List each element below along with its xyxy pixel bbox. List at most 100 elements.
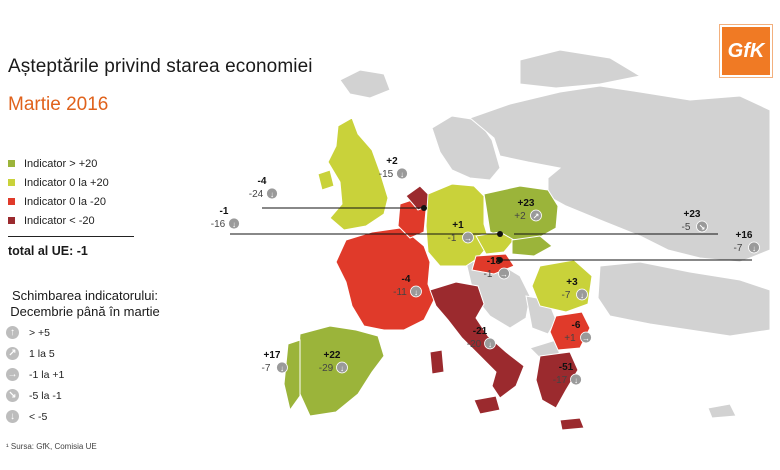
- legend-label: Indicator 0 la +20: [24, 176, 109, 189]
- indicator-value: -1: [220, 206, 229, 217]
- indicator-value: -6: [572, 320, 581, 331]
- trend-icon: [696, 220, 708, 233]
- legend-divider: [8, 236, 134, 237]
- change-value: -1: [484, 269, 493, 280]
- gfk-logo: GfK: [720, 25, 772, 77]
- country-annotation: +16 -7 ↓: [734, 230, 760, 254]
- legend-label: Indicator 0 la -20: [24, 195, 106, 208]
- indicator-value: +16: [736, 230, 753, 241]
- indicator-value: +23: [518, 198, 535, 209]
- country-annotation: -6 +1 →: [564, 320, 592, 344]
- trend-icon: [266, 187, 278, 200]
- source-note: ¹ Sursa: GfK, Comisia UE: [6, 442, 97, 451]
- change-value: -1: [448, 233, 457, 244]
- legend-swatch-light-green: [8, 179, 15, 186]
- arrow-right-icon: →: [6, 368, 19, 381]
- country-annotation: -51 -17 ↓: [553, 362, 582, 386]
- country-annotation: +2 -15 ↓: [379, 156, 408, 180]
- map-region-bulgaria: [549, 311, 591, 351]
- trend-icon: [484, 337, 496, 350]
- country-annotation: -21 -20 ↓: [467, 326, 496, 350]
- change-legend-title: Schimbarea indicatorului: Decembrie până…: [0, 288, 170, 320]
- country-annotation: +23 +2 ↗: [514, 198, 542, 222]
- change-legend-label: > +5: [29, 326, 51, 339]
- trend-arrow-glyph: ↓: [574, 376, 578, 385]
- change-value: -16: [211, 219, 226, 230]
- indicator-value: -4: [258, 176, 267, 187]
- trend-arrow-glyph: →: [582, 334, 590, 343]
- change-value: -7: [734, 243, 743, 254]
- arrow-up-right-icon: ↗: [6, 347, 19, 360]
- country-annotations: +2-15 ↓-4-24 ↓-1-16 ↓ +1-1 →+23+2 ↗ +23-5 ↘+16-7…: [211, 156, 760, 386]
- change-value: -15: [379, 169, 394, 180]
- map-region-italy: [429, 281, 525, 415]
- trend-icon: [336, 361, 348, 374]
- change-value: +2: [514, 211, 526, 222]
- legend-label: Indicator < -20: [24, 214, 95, 227]
- trend-arrow-glyph: ↓: [752, 244, 756, 253]
- country-annotation: +17 -7 ↓: [262, 350, 288, 374]
- trend-arrow-glyph: ↓: [280, 364, 284, 373]
- indicator-value: +17: [264, 350, 281, 361]
- indicator-value: -18: [487, 256, 502, 267]
- country-annotation: -4 -24 ↓: [249, 176, 278, 200]
- trend-icon: [530, 209, 542, 222]
- trend-icon: [276, 361, 288, 374]
- legend-swatch-dark-red: [8, 217, 15, 224]
- legend-swatch-dark-green: [8, 160, 15, 167]
- indicator-value: +1: [452, 220, 464, 231]
- arrow-down-icon: ↓: [6, 410, 19, 423]
- change-legend-label: 1 la 5: [29, 347, 55, 360]
- change-legend-label: -5 la -1: [29, 389, 62, 402]
- trend-arrow-glyph: ↓: [580, 291, 584, 300]
- trend-icon: [748, 241, 760, 254]
- country-annotation: +1 -1 →: [448, 220, 474, 244]
- legend-item: Indicator 0 la -20: [8, 192, 138, 211]
- change-legend-title-line2: Decembrie până în martie: [10, 304, 160, 319]
- change-legend: ↑ > +5 ↗ 1 la 5 → -1 la +1 ↘ -5 la -1 ↓ …: [6, 322, 64, 427]
- trend-icon: [462, 231, 474, 244]
- legend-item: Indicator 0 la +20: [8, 173, 138, 192]
- map-region-romania: [531, 259, 593, 313]
- indicator-value: -4: [402, 274, 411, 285]
- trend-arrow-glyph: ↓: [414, 288, 418, 297]
- change-value: -5: [682, 222, 691, 233]
- trend-icon: [570, 373, 582, 386]
- legend-swatch-red: [8, 198, 15, 205]
- change-legend-item: ↘ -5 la -1: [6, 385, 64, 406]
- country-annotation: -18 -1 →: [484, 256, 510, 280]
- indicator-value: +22: [324, 350, 341, 361]
- change-value: -29: [319, 363, 334, 374]
- page-title: Așteptările privind starea economiei: [8, 56, 313, 77]
- indicator-value: +3: [566, 277, 578, 288]
- change-value: -17: [553, 375, 568, 386]
- trend-icon: [410, 285, 422, 298]
- change-legend-item: ↓ < -5: [6, 406, 64, 427]
- indicator-value: +23: [684, 209, 701, 220]
- map-region-uk: [317, 117, 389, 231]
- change-legend-title-line1: Schimbarea indicatorului:: [12, 288, 158, 303]
- map-region-greece: [535, 351, 585, 431]
- change-value: -7: [562, 290, 571, 301]
- trend-arrow-glyph: ↓: [232, 220, 236, 229]
- trend-icon: [580, 331, 592, 344]
- trend-arrow-glyph: →: [464, 234, 472, 243]
- trend-icon: [498, 267, 510, 280]
- country-annotation: +3 -7 ↓: [562, 277, 588, 301]
- trend-icon: [576, 288, 588, 301]
- change-legend-label: < -5: [29, 410, 48, 423]
- change-legend-item: ↗ 1 la 5: [6, 343, 64, 364]
- page-subtitle: Martie 2016: [8, 94, 109, 115]
- change-value: -11: [393, 287, 407, 298]
- arrow-up-icon: ↑: [6, 326, 19, 339]
- map-region-czech: [475, 231, 515, 255]
- map-region-france: [335, 227, 435, 331]
- trend-arrow-glyph: ↓: [400, 170, 404, 179]
- trend-arrow-glyph: ↓: [340, 364, 344, 373]
- legend-label: Indicator > +20: [24, 157, 98, 170]
- indicator-value: -21: [473, 326, 488, 337]
- arrow-down-right-icon: ↘: [6, 389, 19, 402]
- map-region-slovakia: [511, 235, 553, 257]
- color-legend: Indicator > +20 Indicator 0 la +20 Indic…: [8, 154, 138, 258]
